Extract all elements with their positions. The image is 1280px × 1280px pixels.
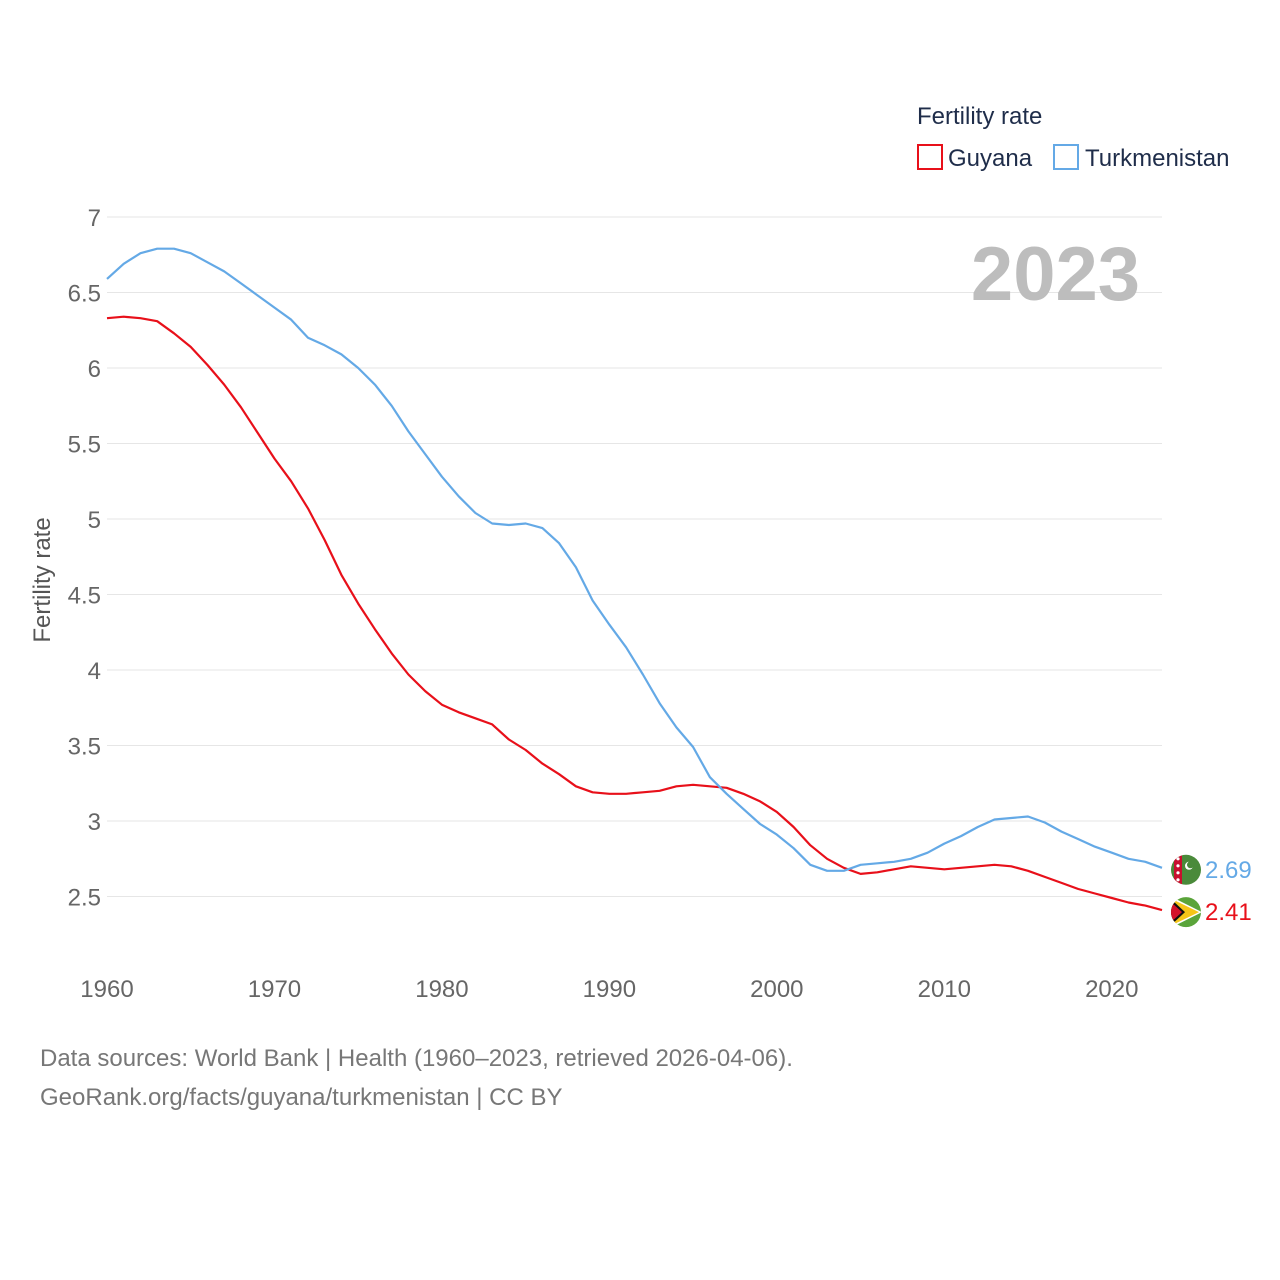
series-line-guyana bbox=[106, 315, 1163, 912]
guyana-flag-icon bbox=[1171, 897, 1201, 928]
end-value-label-turkmenistan: 2.69 bbox=[1205, 857, 1252, 884]
x-tick-label: 1960 bbox=[80, 976, 133, 1003]
y-tick-label: 5 bbox=[88, 507, 101, 534]
x-tick-label: 2010 bbox=[918, 976, 971, 1003]
x-tick-label: 1980 bbox=[415, 976, 468, 1003]
x-tick-label: 1990 bbox=[583, 976, 636, 1003]
y-axis-title: Fertility rate bbox=[29, 517, 56, 642]
fertility-rate-chart: 2.5 3 3.5 4 4.5 5 5.5 6 6.5 7 1960 1970 1980 1990 200… bbox=[29, 103, 1252, 1003]
end-value-label-guyana: 2.41 bbox=[1205, 899, 1252, 926]
turkmenistan-flag-icon bbox=[1171, 854, 1201, 885]
y-tick-label: 2.5 bbox=[68, 885, 101, 912]
y-tick-label: 6.5 bbox=[68, 281, 101, 308]
legend-swatch-guyana bbox=[917, 144, 943, 170]
y-tick-label: 3 bbox=[88, 809, 101, 836]
series-end-markers: 2.41 2.69 bbox=[1171, 854, 1252, 928]
source-line-1: Data sources: World Bank | Health (1960–… bbox=[40, 1045, 793, 1072]
y-tick-label: 4.5 bbox=[68, 583, 101, 610]
legend-label-guyana: Guyana bbox=[948, 145, 1033, 172]
y-tick-label: 6 bbox=[88, 356, 101, 383]
year-stamp: 2023 bbox=[971, 232, 1140, 317]
legend-label-turkmenistan: Turkmenistan bbox=[1085, 145, 1230, 172]
legend: Fertility rate Guyana Turkmenistan bbox=[917, 103, 1230, 172]
source-line-2[interactable]: GeoRank.org/facts/guyana/turkmenistan | … bbox=[40, 1084, 563, 1111]
y-tick-label: 3.5 bbox=[68, 734, 101, 761]
series-lines bbox=[106, 247, 1163, 912]
y-axis-ticks: 2.5 3 3.5 4 4.5 5 5.5 6 6.5 7 bbox=[68, 205, 101, 912]
y-tick-label: 4 bbox=[88, 658, 101, 685]
legend-swatch-turkmenistan bbox=[1053, 144, 1079, 170]
x-axis-ticks: 1960 1970 1980 1990 2000 2010 2020 bbox=[80, 976, 1138, 1003]
x-tick-label: 2000 bbox=[750, 976, 803, 1003]
gridlines bbox=[107, 216, 1162, 897]
legend-title: Fertility rate bbox=[917, 103, 1042, 130]
legend-item-turkmenistan[interactable]: Turkmenistan bbox=[1053, 144, 1230, 172]
y-tick-label: 5.5 bbox=[68, 432, 101, 459]
legend-item-guyana[interactable]: Guyana bbox=[917, 144, 1033, 172]
y-tick-label: 7 bbox=[88, 205, 101, 232]
x-tick-label: 1970 bbox=[248, 976, 301, 1003]
series-line-turkmenistan bbox=[106, 247, 1163, 872]
x-tick-label: 2020 bbox=[1085, 976, 1138, 1003]
